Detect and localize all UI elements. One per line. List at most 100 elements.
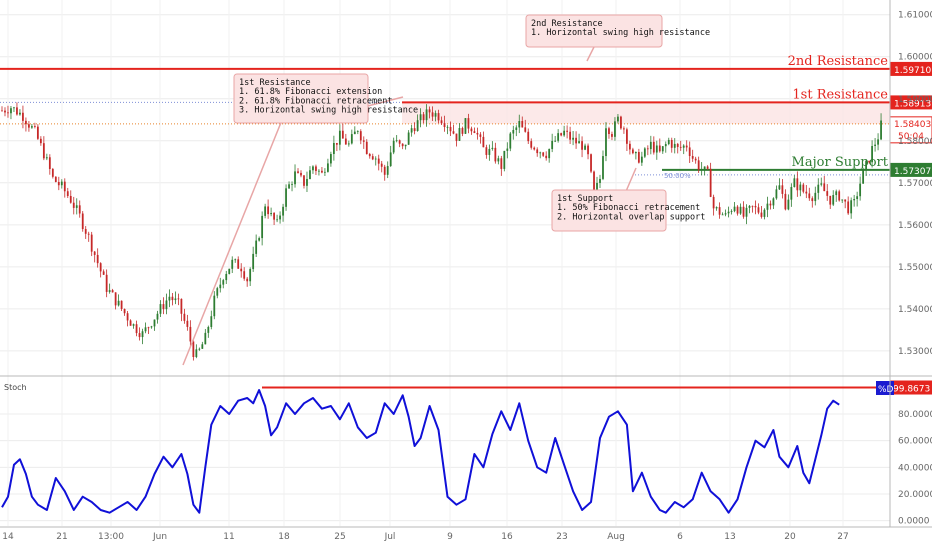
candle-body [324,171,326,173]
candle-body [772,198,775,206]
candle-body [39,138,42,144]
candle-body [10,108,12,114]
candle-body [22,112,24,121]
candle-body [518,121,521,128]
second-resistance-tag-text: 1.59710 [894,66,931,76]
candle-body [246,278,249,282]
candle-body [506,148,509,151]
candle-body [57,181,60,186]
candle-body [374,158,377,160]
candle-body [718,207,721,215]
candle-body [802,184,805,192]
candle-body [521,121,524,128]
candle-body [476,132,479,135]
candle-body [225,273,228,281]
candle-body [560,133,563,136]
candle-body [712,196,715,209]
candle-body [667,139,670,145]
candle-body [482,136,485,148]
candle-body [297,171,299,173]
candle-body [608,128,610,135]
candle-body [808,193,811,199]
candle-body [697,160,700,170]
candle-body [99,263,102,272]
candle-body [491,147,494,149]
candle-body [28,124,30,128]
candle-body [102,271,105,275]
candle-body [817,184,820,193]
candle-body [228,268,231,274]
candle-body [267,206,270,215]
candle-body [766,203,769,210]
candle-body [210,316,213,327]
stoch-tick-label: 20.0000 [898,490,932,500]
candle-body [727,211,730,214]
time-tick-label: 13:00 [98,532,124,542]
candle-body [721,214,724,216]
candle-body [419,114,422,121]
candle-body [171,296,174,301]
candle-body [207,326,210,333]
stoch-tick-label: 60.0000 [898,437,932,447]
candle-body [344,138,347,145]
candle-body [371,156,374,160]
first-support-callout-line: 2. Horizontal overlap support [557,212,705,222]
candle-body [90,234,93,252]
candle-body [69,195,72,203]
candle-body [213,295,216,317]
candle-body [859,183,862,197]
time-tick-label: 9 [447,532,453,542]
major-support-label: Major Support [792,155,889,170]
candle-body [581,141,583,150]
candle-body [590,154,592,172]
candle-body [42,143,45,159]
candle-body [312,166,314,171]
stoch-d-line [1,389,840,514]
candle-body [563,130,566,136]
candle-body [485,147,488,155]
candle-body [96,254,99,264]
candle-body [760,212,763,217]
candle-body [231,259,234,269]
candle-body [413,128,416,132]
candle-body [832,195,835,205]
candle-body [661,146,664,152]
candle-body [380,163,383,167]
candle-body [33,126,36,127]
candle-body [820,183,823,185]
candle-body [670,139,673,148]
second-resistance-callout-box [525,14,663,48]
candle-body [853,199,856,201]
candle-body [123,308,126,314]
candle-body [470,128,473,132]
candle-body [318,170,320,172]
candle-body [383,166,386,175]
candle-body [78,205,81,214]
candle-body [338,130,341,145]
candle-body [778,185,781,190]
candle-body [593,171,595,192]
candle-body [437,113,440,121]
candle-body [389,152,392,167]
candle-body [458,128,461,141]
second-resistance-callout-line: 1. Horizontal swing high resistance [531,28,710,38]
candle-body [198,348,201,350]
candle-body [392,140,395,153]
candle-body [739,206,742,214]
candle-body [874,144,876,147]
candle-body [527,131,530,142]
time-tick-label: 27 [837,532,848,542]
candle-body [386,166,389,175]
candle-body [19,112,21,115]
candle-body [117,300,120,306]
candle-body [751,205,754,207]
candle-body [575,137,577,144]
stoch-level-tag [890,380,932,395]
candle-body [634,152,637,154]
candle-body [629,143,631,150]
candle-body [7,112,9,114]
candle-body [631,149,634,154]
